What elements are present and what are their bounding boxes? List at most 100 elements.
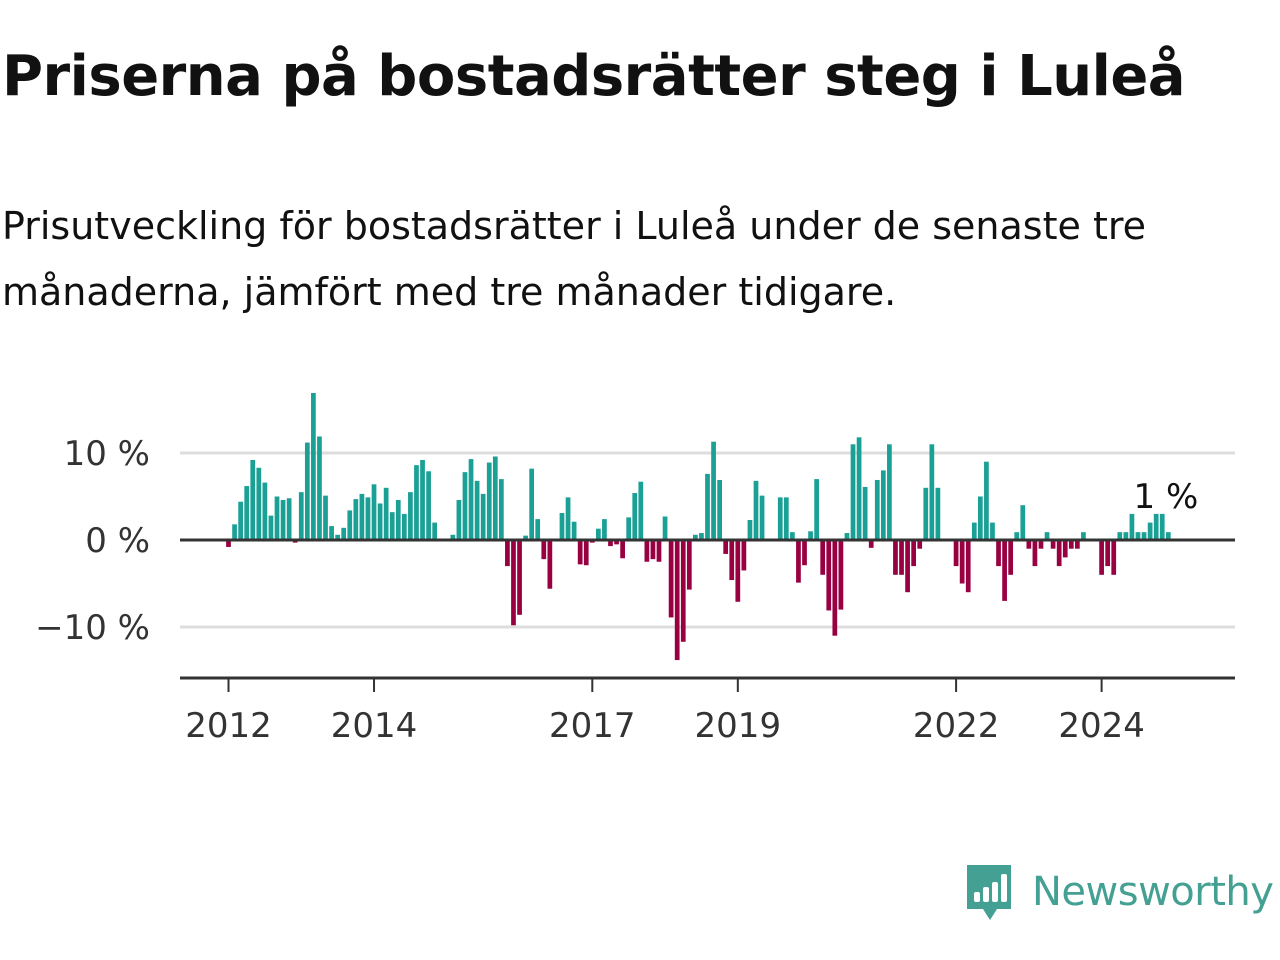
bar — [929, 444, 935, 540]
bars — [226, 392, 1171, 661]
bar — [244, 486, 250, 540]
bar — [990, 522, 995, 540]
brand-logo: Newsworthy — [964, 862, 1274, 922]
bar — [420, 459, 425, 540]
bar — [893, 540, 898, 575]
bar — [232, 524, 237, 540]
bar — [802, 540, 807, 566]
bar — [880, 470, 886, 540]
bar — [923, 487, 929, 540]
bar — [1074, 540, 1080, 549]
bar — [668, 540, 674, 618]
bar — [747, 519, 753, 540]
x-tick-label: 2024 — [1058, 706, 1145, 746]
bar — [298, 492, 304, 540]
bar — [1123, 532, 1129, 540]
bar — [347, 510, 353, 540]
bar — [856, 437, 862, 540]
bar — [341, 527, 347, 540]
bar — [1081, 532, 1086, 540]
bar — [505, 540, 510, 567]
bar — [408, 492, 413, 540]
bar — [777, 497, 783, 540]
bar — [268, 515, 274, 540]
bar — [280, 499, 286, 540]
bar — [511, 540, 516, 626]
bar — [717, 479, 722, 540]
bar — [1129, 513, 1135, 540]
bar — [1008, 540, 1014, 575]
bar — [674, 540, 680, 661]
bar — [984, 461, 989, 540]
bar — [693, 534, 698, 540]
bar — [365, 497, 371, 540]
bar — [274, 496, 280, 540]
bar — [311, 392, 316, 540]
bar — [1014, 532, 1020, 540]
bar — [796, 540, 801, 583]
bar — [395, 499, 401, 540]
gridlines — [180, 451, 1235, 629]
bar — [304, 442, 310, 540]
bar — [353, 499, 359, 540]
bar — [583, 540, 589, 566]
bar — [874, 479, 880, 540]
bar — [559, 513, 565, 540]
bar — [1165, 532, 1171, 540]
bar — [741, 540, 747, 571]
bar — [838, 540, 844, 610]
bar — [887, 444, 892, 540]
bar — [1020, 505, 1026, 540]
chart-subtitle: Prisutveckling för bostadsrätter i Luleå… — [2, 204, 1147, 314]
bar — [535, 519, 541, 540]
bar — [462, 472, 468, 540]
bar — [899, 540, 904, 575]
bar — [1002, 540, 1007, 601]
bar — [517, 540, 522, 615]
bar — [783, 497, 789, 540]
x-tick-label: 2014 — [331, 706, 418, 746]
bar — [401, 513, 407, 540]
bar — [329, 526, 334, 540]
bar — [953, 540, 959, 567]
bar — [571, 521, 577, 540]
bar — [498, 479, 504, 540]
bar — [474, 480, 480, 540]
bar — [705, 473, 710, 540]
bar — [377, 503, 383, 540]
bar — [814, 479, 820, 540]
bar — [971, 522, 977, 540]
x-tick-label: 2012 — [185, 706, 272, 746]
x-tick-label: 2019 — [695, 706, 782, 746]
bar — [1117, 532, 1123, 540]
bar — [383, 487, 389, 540]
bar — [238, 501, 243, 540]
bar — [620, 540, 625, 559]
last-value-label: 1 % — [1134, 477, 1199, 517]
y-tick-label: 0 % — [85, 521, 150, 561]
bar — [1038, 540, 1044, 549]
bar — [389, 512, 395, 540]
bar — [262, 482, 268, 540]
bar — [686, 540, 692, 590]
bar — [335, 534, 341, 540]
bar — [1135, 532, 1141, 540]
bar — [753, 480, 759, 540]
chart-bubble-icon — [967, 865, 1011, 920]
bar — [1159, 513, 1165, 540]
bar — [935, 487, 941, 540]
bar — [614, 540, 619, 545]
bar — [1111, 540, 1117, 575]
bar — [626, 517, 632, 540]
bar — [644, 540, 650, 562]
bar — [1056, 540, 1062, 567]
bar — [911, 540, 917, 567]
x-tick-label: 2022 — [913, 706, 1000, 746]
bar — [1068, 540, 1074, 549]
brand-name: Newsworthy — [1032, 869, 1274, 915]
bar — [977, 496, 983, 540]
bar — [317, 436, 322, 540]
bar — [759, 495, 765, 540]
bar — [595, 528, 601, 540]
